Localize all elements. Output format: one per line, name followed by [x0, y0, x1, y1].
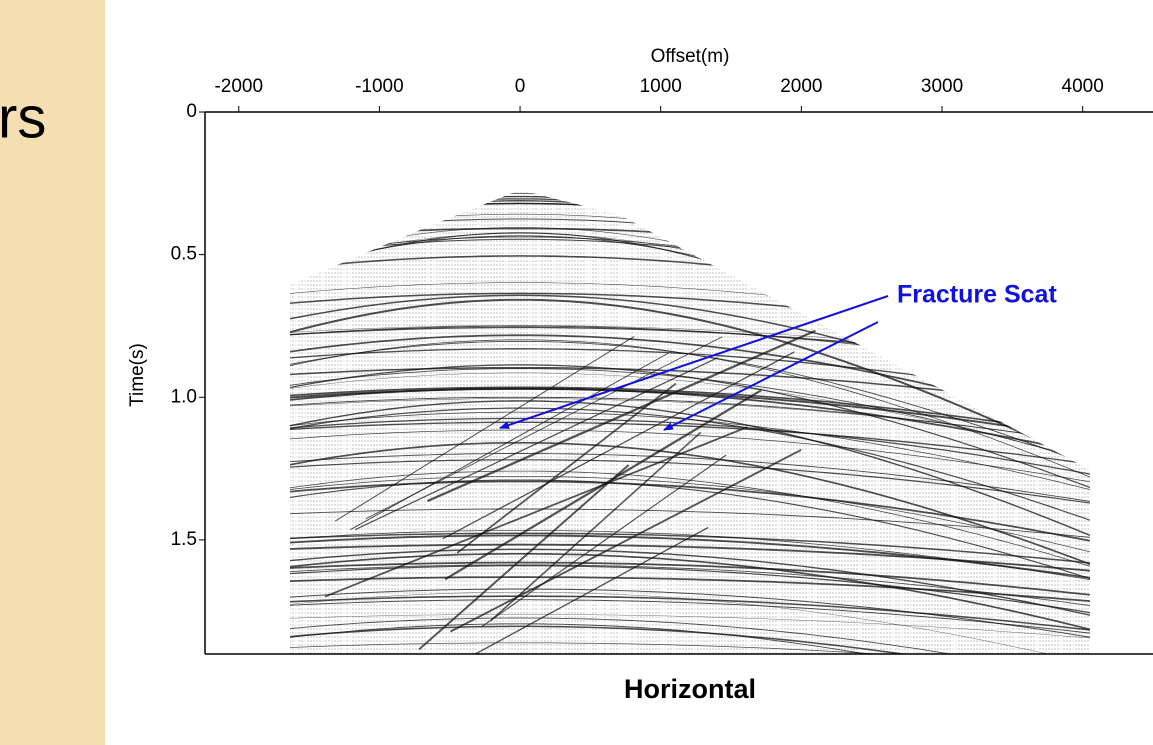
event: [290, 532, 1090, 564]
event: [290, 565, 1090, 614]
scatter-event: [426, 329, 816, 503]
event: [290, 561, 1090, 596]
event: [290, 400, 1090, 537]
annotation: Fracture Scat: [897, 281, 1057, 309]
event: [290, 595, 1090, 631]
scatter-event: [442, 351, 795, 540]
scatter-event: [354, 357, 718, 531]
event: [290, 576, 1090, 602]
arrow: [499, 295, 889, 429]
x-tick-label: 0: [515, 76, 526, 97]
x-tick-label: -2000: [214, 76, 263, 97]
x-axis-label: Offset(m): [651, 46, 730, 67]
scatter-event: [456, 382, 677, 554]
event: [290, 588, 1090, 638]
x-tick-label: 1000: [640, 76, 682, 97]
event: [290, 642, 1090, 654]
y-tick-label: 0: [186, 101, 197, 122]
event: [290, 625, 1090, 654]
scatter-event: [449, 448, 802, 633]
event: [290, 459, 1090, 504]
event: [290, 386, 1090, 437]
event: [290, 298, 1090, 466]
event: [290, 543, 1090, 572]
slide-title: rs: [0, 85, 46, 150]
scatter-event: [444, 389, 762, 581]
scatter-event: [393, 526, 709, 654]
x-tick-label: -1000: [355, 76, 404, 97]
scatter-event: [335, 336, 635, 522]
event: [290, 614, 1090, 639]
seismic-image: [290, 190, 1090, 654]
event: [290, 453, 1090, 502]
y-axis-label: Time(s): [127, 343, 148, 407]
event: [290, 340, 1090, 466]
event: [290, 508, 1090, 538]
scatter-event: [418, 464, 630, 651]
event: [290, 476, 1090, 553]
event: [290, 599, 1090, 634]
axes: -2000 -1000 0 1000 2000 3000 4000 0 0.5 1.0 1.5: [171, 76, 1153, 655]
event: [290, 368, 1090, 463]
event: [290, 480, 1090, 542]
event: [290, 429, 1090, 483]
event: [290, 396, 1090, 444]
event: [290, 372, 1090, 461]
x-tick-label: 4000: [1062, 76, 1104, 97]
event: [290, 564, 1090, 607]
event: [290, 417, 1090, 475]
y-tick-label: 1.5: [171, 529, 197, 550]
caption: Horizontal: [624, 674, 756, 704]
y-tick-label: 1.0: [171, 386, 197, 407]
scatter-event: [481, 454, 727, 628]
side-panel: [0, 0, 105, 745]
scatter-event: [324, 426, 748, 598]
event: [290, 421, 1090, 465]
event: [290, 552, 1090, 631]
y-tick-label: 0.5: [171, 244, 197, 265]
x-tick-label: 3000: [921, 76, 963, 97]
scatter-event: [349, 352, 669, 531]
scatter-event: [365, 336, 723, 520]
event: [290, 617, 1090, 654]
event: [290, 407, 1090, 521]
arrow: [663, 321, 879, 431]
x-tick-label: 2000: [780, 76, 822, 97]
event: [290, 387, 1090, 455]
scatter-event: [490, 431, 702, 622]
